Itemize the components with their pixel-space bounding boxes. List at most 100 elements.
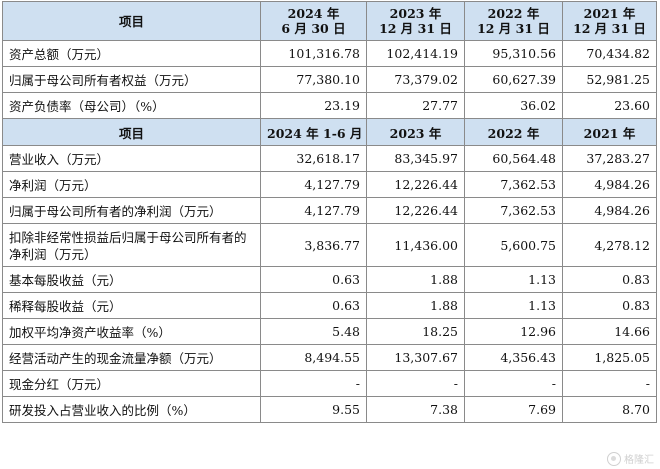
row-value: 52,981.25 <box>562 66 657 93</box>
row-value: 11,436.00 <box>366 223 465 267</box>
row-value: 0.83 <box>562 292 657 319</box>
row-value: 4,127.79 <box>260 197 367 224</box>
header-period-line: 2024 年 <box>287 6 340 21</box>
row-value: 4,127.79 <box>260 171 367 198</box>
row-value: 0.83 <box>562 266 657 293</box>
row-value: 77,380.10 <box>260 66 367 93</box>
row-value: - <box>464 370 563 397</box>
row-value: 5,600.75 <box>464 223 563 267</box>
row-value: 7.69 <box>464 396 563 423</box>
row-value: 12,226.44 <box>366 197 465 224</box>
row-value: 95,310.56 <box>464 40 563 67</box>
header-period-line: 6 月 30 日 <box>281 21 346 36</box>
row-value: 60,627.39 <box>464 66 563 93</box>
row-value: 1.13 <box>464 292 563 319</box>
header-label-item: 项目 <box>2 1 261 41</box>
table-row: 加权平均净资产收益率（%） 5.48 18.25 12.96 14.66 <box>2 318 657 345</box>
header-period-1: 2023 年 12 月 31 日 <box>366 1 465 41</box>
table-row: 归属于母公司所有者的净利润（万元） 4,127.79 12,226.44 7,362.… <box>2 197 657 224</box>
header-label-item: 项目 <box>2 118 261 146</box>
table-row: 扣除非经常性损益后归属于母公司所有者的净利润（万元） 3,836.77 11,436… <box>2 223 657 267</box>
row-value: 1.88 <box>366 266 465 293</box>
row-value: 37,283.27 <box>562 145 657 172</box>
table-row: 资产总额（万元） 101,316.78 102,414.19 95,310.56 70,… <box>2 40 657 67</box>
header-period-3: 2021 年 12 月 31 日 <box>562 1 657 41</box>
header-period-3: 2021 年 <box>562 118 657 146</box>
watermark: 格隆汇 <box>607 451 654 466</box>
row-label: 研发投入占营业收入的比例（%） <box>2 396 261 423</box>
row-value: 32,618.17 <box>260 145 367 172</box>
row-value: 18.25 <box>366 318 465 345</box>
row-value: 4,356.43 <box>464 344 563 371</box>
row-value: 0.63 <box>260 266 367 293</box>
row-label: 净利润（万元） <box>2 171 261 198</box>
header-period-0: 2024 年 1-6 月 <box>260 118 367 146</box>
row-value: 83,345.97 <box>366 145 465 172</box>
row-value: 12,226.44 <box>366 171 465 198</box>
row-value: 8,494.55 <box>260 344 367 371</box>
row-value: 1.13 <box>464 266 563 293</box>
header-period-line: 12 月 31 日 <box>573 21 646 36</box>
table-row: 研发投入占营业收入的比例（%） 9.55 7.38 7.69 8.70 <box>2 396 657 423</box>
header-period-line: 2022 年 <box>487 6 540 21</box>
table-row: 稀释每股收益（元） 0.63 1.88 1.13 0.83 <box>2 292 657 319</box>
row-label: 基本每股收益（元） <box>2 266 261 293</box>
row-label: 稀释每股收益（元） <box>2 292 261 319</box>
header-period-line: 12 月 31 日 <box>477 21 550 36</box>
row-value: 14.66 <box>562 318 657 345</box>
header-row-income: 项目 2024 年 1-6 月 2023 年 2022 年 2021 年 <box>2 118 657 146</box>
row-value: 7.38 <box>366 396 465 423</box>
table-row: 净利润（万元） 4,127.79 12,226.44 7,362.53 4,984.26 <box>2 171 657 198</box>
row-label: 加权平均净资产收益率（%） <box>2 318 261 345</box>
row-value: 60,564.48 <box>464 145 563 172</box>
row-value: 7,362.53 <box>464 171 563 198</box>
watermark-text: 格隆汇 <box>624 455 654 466</box>
row-value: 7,362.53 <box>464 197 563 224</box>
row-value: 23.19 <box>260 92 367 119</box>
row-label: 扣除非经常性损益后归属于母公司所有者的净利润（万元） <box>2 223 261 267</box>
row-label: 营业收入（万元） <box>2 145 261 172</box>
table-row: 营业收入（万元） 32,618.17 83,345.97 60,564.48 37,28… <box>2 145 657 172</box>
row-value: 101,316.78 <box>260 40 367 67</box>
header-period-2: 2022 年 12 月 31 日 <box>464 1 563 41</box>
row-label: 现金分红（万元） <box>2 370 261 397</box>
row-value: 5.48 <box>260 318 367 345</box>
row-label: 归属于母公司所有者权益（万元） <box>2 66 261 93</box>
row-value: 36.02 <box>464 92 563 119</box>
row-value: 1,825.05 <box>562 344 657 371</box>
row-value: 73,379.02 <box>366 66 465 93</box>
row-value: 23.60 <box>562 92 657 119</box>
row-value: 4,278.12 <box>562 223 657 267</box>
watermark-logo-icon <box>607 451 621 466</box>
row-value: 4,984.26 <box>562 171 657 198</box>
row-value: 0.63 <box>260 292 367 319</box>
row-value: 13,307.67 <box>366 344 465 371</box>
row-value: - <box>260 370 367 397</box>
row-label: 经营活动产生的现金流量净额（万元） <box>2 344 261 371</box>
table-row: 基本每股收益（元） 0.63 1.88 1.13 0.83 <box>2 266 657 293</box>
row-value: 3,836.77 <box>260 223 367 267</box>
row-value: - <box>562 370 657 397</box>
row-value: 27.77 <box>366 92 465 119</box>
header-period-line: 2023 年 <box>389 6 442 21</box>
row-value: 102,414.19 <box>366 40 465 67</box>
row-label: 资产负债率（母公司）（%） <box>2 92 261 119</box>
row-value: 12.96 <box>464 318 563 345</box>
header-period-line: 2021 年 <box>583 6 636 21</box>
table-row: 经营活动产生的现金流量净额（万元） 8,494.55 13,307.67 4,356.… <box>2 344 657 371</box>
row-value: - <box>366 370 465 397</box>
header-period-1: 2023 年 <box>366 118 465 146</box>
header-period-line: 12 月 31 日 <box>379 21 452 36</box>
row-label: 资产总额（万元） <box>2 40 261 67</box>
header-period-2: 2022 年 <box>464 118 563 146</box>
row-value: 8.70 <box>562 396 657 423</box>
table-row: 归属于母公司所有者权益（万元） 77,380.10 73,379.02 60,627.… <box>2 66 657 93</box>
row-value: 70,434.82 <box>562 40 657 67</box>
table-row: 现金分红（万元） - - - - <box>2 370 657 397</box>
row-value: 9.55 <box>260 396 367 423</box>
row-value: 1.88 <box>366 292 465 319</box>
